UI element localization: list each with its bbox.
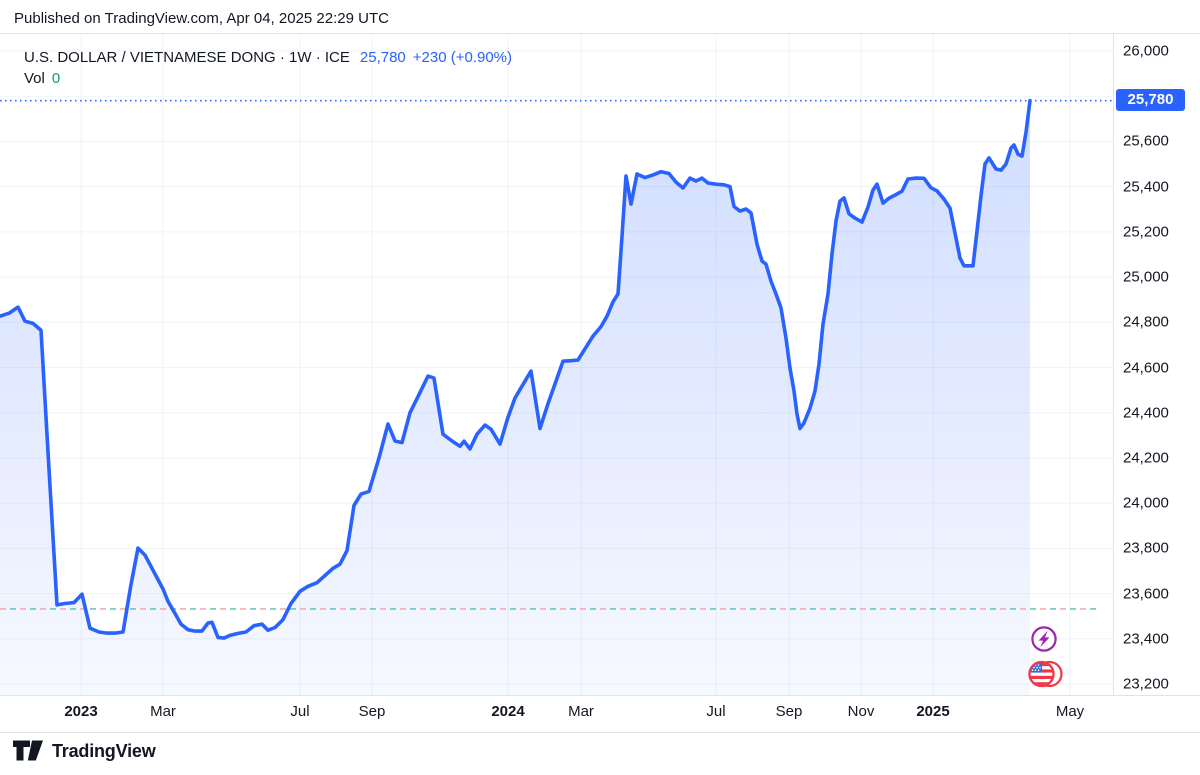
time-axis-label: Sep — [358, 703, 386, 720]
price-axis-label: 24,600 — [1123, 359, 1169, 376]
price-axis-label: 24,800 — [1123, 313, 1169, 331]
last-price-value: 25,780 — [359, 49, 406, 66]
price-axis-label: 23,400 — [1123, 630, 1169, 648]
time-axis-label: Mar — [568, 703, 594, 720]
price-axis-label: 25,200 — [1123, 223, 1169, 241]
price-axis[interactable]: 26,000 25,600 25,400 25,200 25,000 24,800 24,6… — [1113, 34, 1200, 696]
price-axis-label: 25,000 — [1123, 268, 1169, 286]
price-axis-label: 24,200 — [1123, 449, 1169, 467]
price-axis-label: 25,600 — [1123, 132, 1169, 150]
us-flag-icon[interactable] — [1027, 659, 1065, 689]
chart-container: U.S. DOLLAR / VIETNAMESE DONG · 1W · ICE… — [0, 33, 1200, 696]
tradingview-brand-text: TradingView — [52, 740, 156, 761]
time-axis[interactable]: 2023 Mar Jul Sep 2024 Mar Jul Sep Nov 2025 May — [0, 695, 1200, 733]
symbol-legend[interactable]: U.S. DOLLAR / VIETNAMESE DONG · 1W · ICE… — [24, 47, 512, 68]
volume-value: 0 — [51, 70, 61, 87]
time-axis-label: Sep — [775, 703, 803, 720]
time-axis-label: Mar — [150, 703, 176, 720]
tradingview-footer[interactable]: TradingView — [13, 740, 156, 762]
price-axis-label: 24,400 — [1123, 404, 1169, 422]
price-axis-label: 25,400 — [1123, 178, 1169, 196]
price-change: +230 (+0.90%) — [412, 49, 513, 66]
chart-plot-area[interactable] — [0, 34, 1200, 696]
time-axis-label: Jul — [290, 703, 310, 720]
price-line — [0, 98, 1032, 640]
volume-legend[interactable]: Vol 0 — [24, 70, 60, 87]
published-timestamp: Published on TradingView.com, Apr 04, 20… — [14, 10, 389, 27]
price-axis-label: 23,800 — [1123, 539, 1169, 557]
price-axis-label: 23,600 — [1123, 585, 1169, 603]
time-axis-label: 2023 — [64, 703, 98, 720]
price-axis-label: 26,000 — [1123, 42, 1169, 60]
price-axis-label: 23,200 — [1123, 675, 1169, 693]
time-axis-label: 2025 — [916, 703, 950, 720]
time-axis-label: 2024 — [491, 703, 525, 720]
tradingview-logo-mark — [13, 740, 43, 761]
time-axis-label: May — [1055, 703, 1085, 720]
time-axis-label: Jul — [706, 703, 726, 720]
volume-label: Vol — [24, 70, 45, 87]
last-price-badge: 25,780 — [1116, 88, 1185, 111]
price-axis-label: 24,000 — [1123, 494, 1169, 512]
time-axis-label: Nov — [847, 703, 875, 720]
symbol-title: U.S. DOLLAR / VIETNAMESE DONG · 1W · ICE — [24, 49, 350, 66]
lightning-icon[interactable] — [1030, 625, 1058, 653]
